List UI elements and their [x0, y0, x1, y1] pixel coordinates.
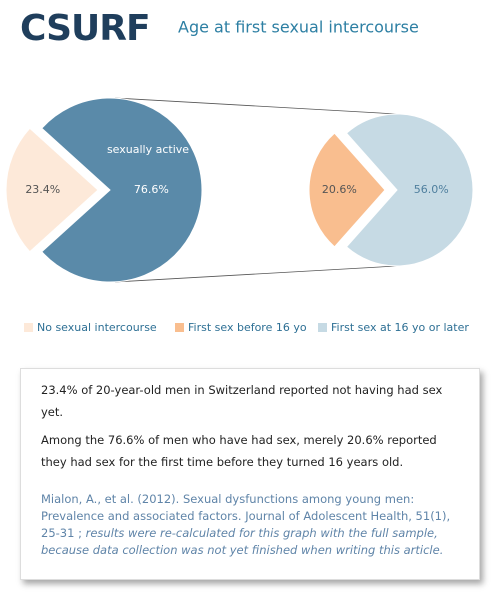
note-text: Among the 76.6% of men who have had sex,…	[41, 433, 437, 469]
reference-note: results were re-calculated for this grap…	[41, 526, 444, 557]
pie-slice	[5, 127, 99, 253]
pie-slice	[41, 97, 203, 283]
legend-swatch	[318, 323, 327, 332]
reference-text: Mialon, A., et al. (2012). Sexual dysfun…	[41, 492, 451, 540]
chart: CSURF Age at first sexual intercourse 23…	[5, 8, 474, 334]
legend-label: First sex at 16 yo or later	[331, 321, 469, 334]
value-label: 76.6%	[134, 183, 169, 196]
note-text: 23.4% of 20-year-old men in Switzerland …	[41, 383, 443, 419]
value-label: 56.0%	[414, 183, 449, 196]
logo: CSURF	[20, 8, 150, 49]
pie-slice	[308, 132, 386, 248]
pie-slice	[345, 113, 474, 267]
legend-label: No sexual intercourse	[37, 321, 157, 334]
connector	[114, 97, 398, 115]
legend-swatch	[175, 323, 184, 332]
value-label: 23.4%	[25, 183, 60, 196]
legend-label: First sex before 16 yo	[188, 321, 307, 334]
connector	[114, 265, 398, 283]
value-label: 20.6%	[322, 183, 357, 196]
chart-title: Age at first sexual intercourse	[178, 18, 419, 37]
note-box: 23.4% of 20-year-old men in Switzerland …	[20, 368, 480, 580]
reference: Mialon, A., et al. (2012). Sexual dysfun…	[41, 491, 459, 559]
slice-name: sexually active	[107, 143, 189, 156]
legend-swatch	[24, 323, 33, 332]
